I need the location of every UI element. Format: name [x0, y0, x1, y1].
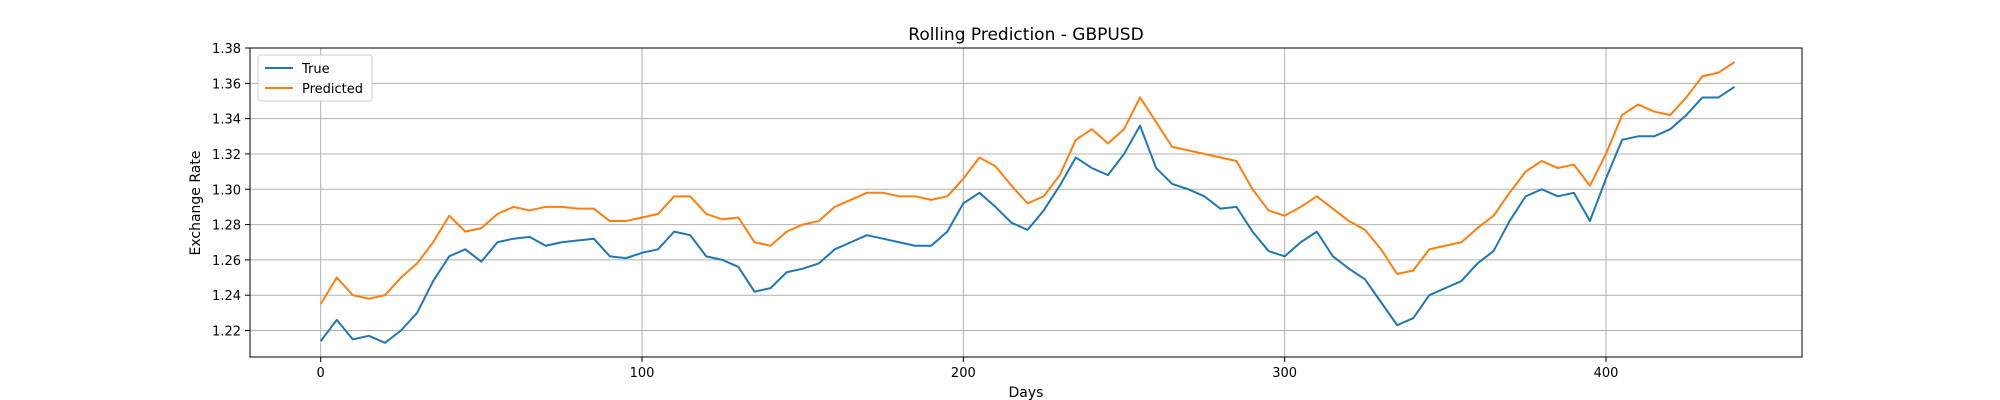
- x-axis-label: Days: [1009, 385, 1044, 400]
- y-tick-label: 1.30: [212, 183, 241, 198]
- plot-frame: [249, 47, 1803, 358]
- series-layer: [319, 61, 1736, 344]
- y-tick-label: 1.32: [212, 148, 241, 163]
- series-line-true: [319, 86, 1736, 344]
- x-tick-label: 200: [951, 366, 976, 381]
- x-tick-label: 0: [317, 366, 325, 381]
- y-axis-label: Exchange Rate: [188, 151, 204, 256]
- y-tick-label: 1.26: [212, 254, 241, 269]
- y-tick-label: 1.38: [212, 42, 241, 57]
- y-axis: 1.22 1.24 1.26 1.28 1.30 1.32 1.34 1.36 1.38: [212, 42, 250, 340]
- chart-title: Rolling Prediction - GBPUSD: [908, 25, 1143, 45]
- y-tick-label: 1.34: [212, 113, 241, 128]
- legend: True Predicted: [257, 54, 373, 102]
- x-tick-label: 300: [1272, 366, 1297, 381]
- x-tick-label: 100: [630, 366, 655, 381]
- y-tick-label: 1.28: [212, 219, 241, 234]
- y-tick-label: 1.36: [212, 77, 241, 92]
- x-axis: 0 100 200 300 400: [317, 357, 1619, 381]
- legend-label-true: True: [301, 62, 330, 77]
- x-tick-label: 400: [1594, 366, 1619, 381]
- y-tick-label: 1.24: [212, 289, 241, 304]
- y-tick-label: 1.22: [212, 325, 241, 340]
- legend-box: [257, 54, 373, 102]
- legend-label-predicted: Predicted: [302, 82, 363, 97]
- series-line-predicted: [319, 61, 1736, 305]
